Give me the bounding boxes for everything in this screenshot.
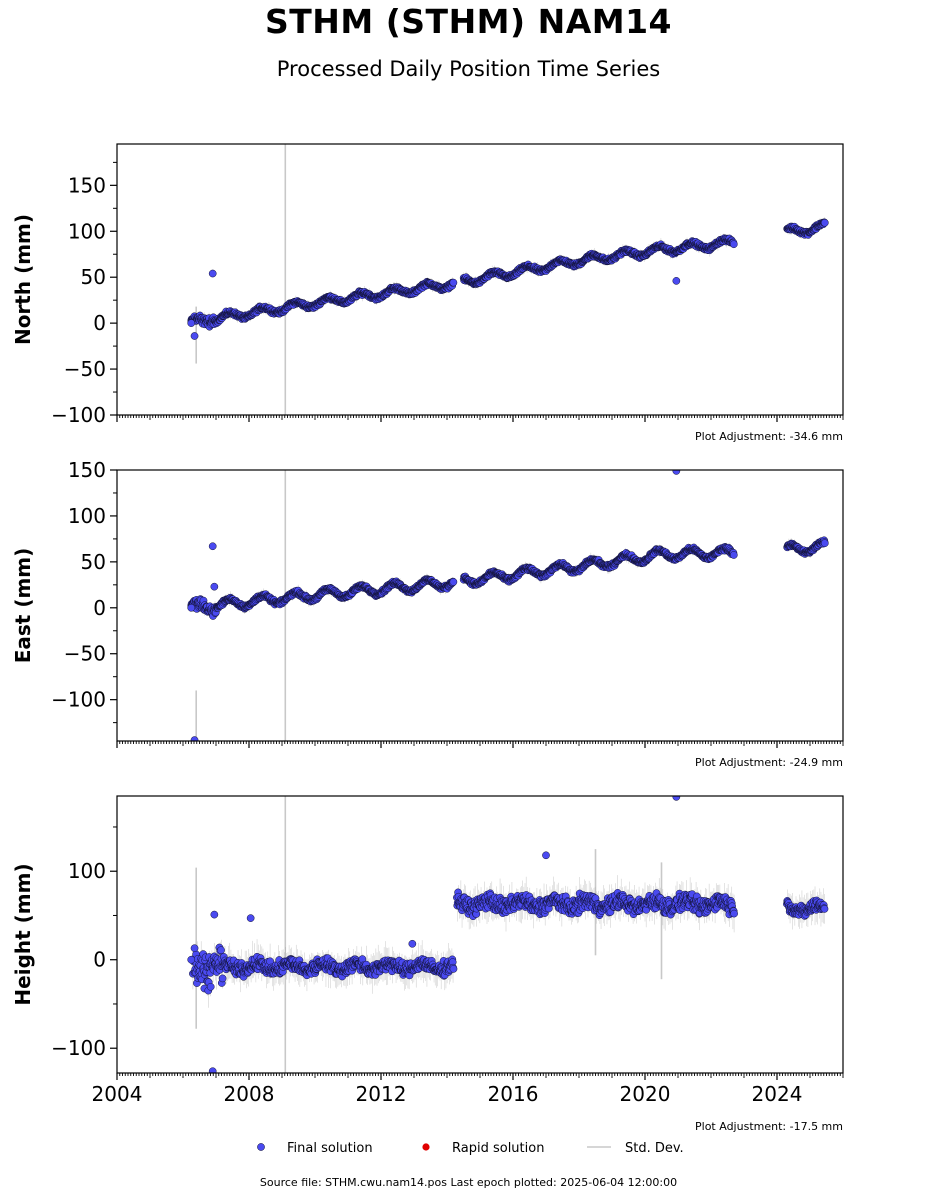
y-axis-label: North (mm)	[11, 214, 35, 345]
y-tick-label: −50	[64, 642, 106, 666]
y-axis-label: East (mm)	[11, 548, 35, 664]
final-solution-point	[729, 240, 738, 249]
final-solution-point	[820, 218, 829, 227]
y-tick-label: 0	[93, 311, 106, 335]
y-tick-label: −50	[64, 357, 106, 381]
y-tick-label: 50	[81, 265, 106, 289]
y-tick-label: −100	[51, 403, 106, 427]
final-solution-point	[820, 539, 829, 548]
outlier-point	[208, 269, 217, 278]
plot-area	[187, 470, 829, 741]
final-solution-point	[449, 278, 458, 287]
plot-area	[187, 796, 829, 1073]
outlier-point	[210, 582, 219, 591]
outlier-point	[672, 470, 681, 475]
y-tick-label: 100	[68, 504, 106, 528]
outlier-point	[187, 319, 196, 327]
y-tick-label: 150	[68, 458, 106, 482]
page-subtitle: Processed Daily Position Time Series	[276, 57, 661, 81]
panel-north: −100 −50 0 50 100 150 North (mm) Plot Adjustmen…	[11, 143, 844, 443]
outlier-point	[208, 542, 217, 551]
y-tick-label: 100	[68, 219, 106, 243]
outlier-point	[187, 603, 196, 612]
final-solution-point	[449, 578, 458, 586]
outlier-point	[672, 277, 681, 285]
final-solution-point	[206, 982, 215, 991]
outlier-point	[190, 332, 199, 340]
y-tick-label: 50	[81, 550, 106, 574]
y-tick-label: −100	[51, 688, 106, 712]
plot-adjustment-note: Plot Adjustment: -24.9 mm	[695, 756, 843, 769]
y-tick-label: 150	[68, 173, 106, 197]
panel-east: −100 −50 0 50 100 150 East (mm) Plot Adjustment…	[11, 458, 844, 769]
y-tick-label: 0	[93, 596, 106, 620]
outlier-point	[190, 736, 199, 741]
plot-adjustment-note: Plot Adjustment: -34.6 mm	[695, 430, 843, 443]
final-solution-point	[729, 551, 738, 559]
page-title: STHM (STHM) NAM14	[264, 2, 673, 41]
plot-area	[187, 144, 829, 415]
